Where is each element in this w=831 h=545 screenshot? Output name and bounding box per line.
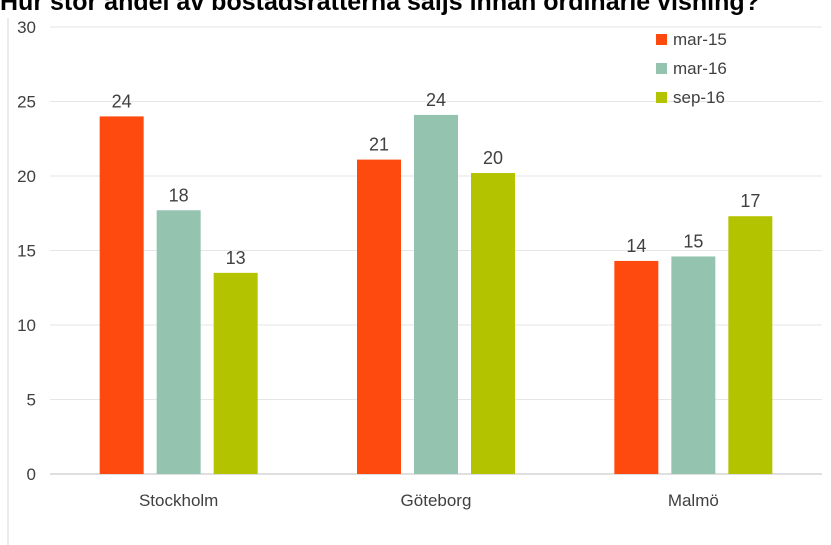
y-tick-label: 5 — [27, 391, 36, 410]
bar — [728, 216, 773, 475]
y-tick-label: 15 — [17, 242, 36, 261]
legend-swatch — [656, 34, 667, 45]
legend-label: sep-16 — [673, 88, 725, 107]
data-label: 15 — [683, 231, 703, 251]
data-label: 24 — [426, 90, 446, 110]
bars — [99, 114, 773, 475]
bar — [471, 173, 515, 474]
bar — [213, 272, 258, 474]
bar — [357, 159, 401, 475]
legend-swatch — [656, 63, 667, 74]
x-tick-label: Malmö — [668, 491, 719, 510]
data-labels: 24 18 13 21 24 20 14 15 17 — [112, 90, 761, 268]
y-tick-label: 20 — [17, 167, 36, 186]
x-axis: Stockholm Göteborg Malmö — [139, 491, 719, 510]
bar — [156, 210, 201, 474]
y-tick-label: 0 — [27, 465, 36, 484]
y-tick-label: 25 — [17, 93, 36, 112]
x-tick-label: Stockholm — [139, 491, 218, 510]
y-tick-label: 10 — [17, 316, 36, 335]
legend-label: mar-15 — [673, 30, 727, 49]
data-label: 20 — [483, 148, 503, 168]
chart-title: Hur stor andel av bostadsrätterna säljs … — [0, 0, 760, 16]
data-label: 17 — [740, 191, 760, 211]
data-label: 18 — [169, 185, 189, 205]
x-tick-label: Göteborg — [401, 491, 472, 510]
data-label: 21 — [369, 135, 389, 155]
legend: mar-15 mar-16 sep-16 — [656, 30, 727, 107]
data-label: 13 — [226, 248, 246, 268]
legend-label: mar-16 — [673, 59, 727, 78]
bar — [671, 256, 716, 474]
legend-swatch — [656, 92, 667, 103]
bar — [614, 260, 659, 474]
y-tick-label: 30 — [17, 18, 36, 37]
bar — [414, 114, 458, 474]
data-label: 14 — [626, 236, 646, 256]
data-label: 24 — [112, 91, 132, 111]
y-axis: 0 5 10 15 20 25 30 — [17, 18, 36, 484]
bar — [99, 116, 144, 475]
